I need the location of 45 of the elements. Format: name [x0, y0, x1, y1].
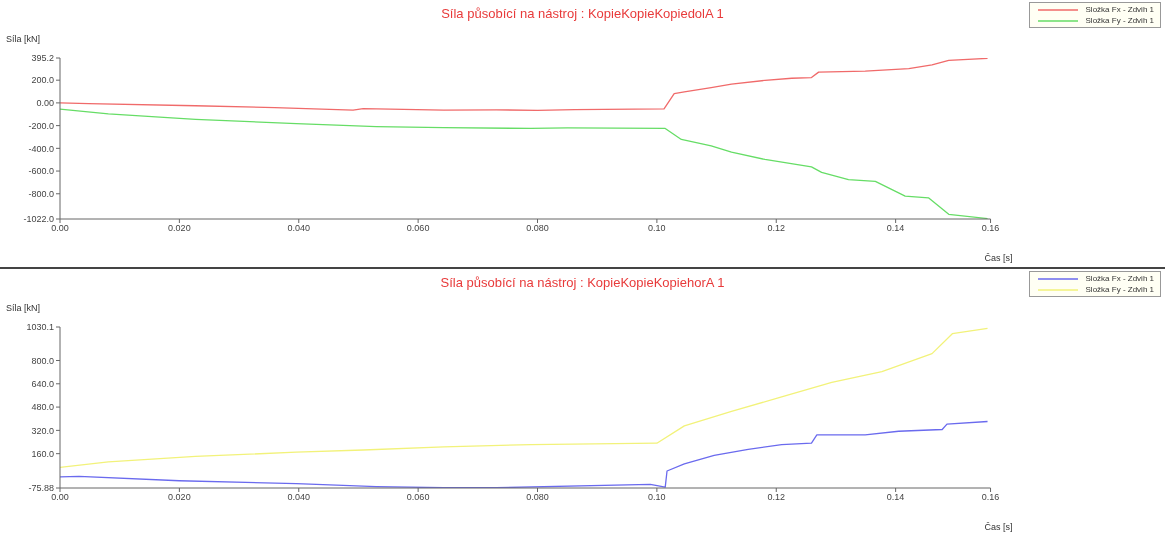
y-tick-label: 320.0 [31, 425, 54, 436]
x-tick-label: 0.10 [648, 492, 666, 503]
x-tick-label: 0.060 [406, 492, 430, 503]
y-tick-label: 395.2 [31, 53, 54, 64]
x-axis-title: Čas [s] [984, 522, 1013, 532]
line-series [60, 58, 989, 112]
y-tick-label: -1022.0 [23, 214, 54, 225]
y-axis-title: Síla [kN] [6, 303, 41, 313]
y-tick-label: 1030.1 [26, 322, 54, 333]
x-tick-label: 0.00 [51, 492, 69, 503]
x-tick-label: 0.10 [648, 223, 666, 234]
legend-label: Složka Fy - Zdvih 1 [1085, 15, 1154, 26]
x-tick-label: 0.00 [51, 223, 69, 234]
x-tick-label: 0.040 [287, 223, 311, 234]
y-tick-label: -800.0 [28, 188, 54, 199]
y-tick-label: -200.0 [28, 120, 54, 131]
legend-label: Složka Fx - Zdvih 1 [1085, 273, 1154, 284]
y-axis-title: Síla [kN] [6, 34, 41, 44]
x-tick-label: 0.060 [406, 223, 430, 234]
x-axis-title: Čas [s] [984, 253, 1013, 263]
x-tick-label: 0.080 [526, 223, 549, 234]
chart-title: Síla působící na nástroj : KopieKopieKopiehorA 1 [440, 275, 725, 290]
x-tick-label: 0.020 [168, 492, 191, 503]
legend-label: Složka Fx - Zdvih 1 [1085, 4, 1154, 15]
legend-label: Složka Fy - Zdvih 1 [1085, 284, 1154, 295]
y-tick-label: 200.0 [31, 75, 54, 86]
y-tick-label: -75.88 [28, 483, 54, 494]
y-tick-label: 480.0 [31, 402, 54, 413]
x-tick-label: 0.16 [981, 223, 1000, 234]
y-tick-label: -400.0 [28, 143, 54, 154]
y-tick-label: 0.00 [36, 98, 54, 109]
x-tick-label: 0.14 [886, 223, 905, 234]
x-tick-label: 0.14 [886, 492, 905, 503]
x-tick-label: 0.16 [981, 492, 1000, 503]
line-series [60, 327, 989, 468]
y-tick-label: 640.0 [31, 378, 54, 389]
chart-title: Síla působící na nástroj : KopieKopieKopiedolA 1 [441, 6, 724, 21]
y-tick-label: 800.0 [31, 355, 54, 366]
y-tick-label: -600.0 [28, 166, 54, 177]
x-tick-label: 0.12 [767, 492, 786, 503]
x-tick-label: 0.12 [767, 223, 786, 234]
x-tick-label: 0.040 [287, 492, 311, 503]
y-tick-label: 160.0 [31, 448, 54, 459]
x-tick-label: 0.020 [168, 223, 191, 234]
x-tick-label: 0.080 [526, 492, 549, 503]
